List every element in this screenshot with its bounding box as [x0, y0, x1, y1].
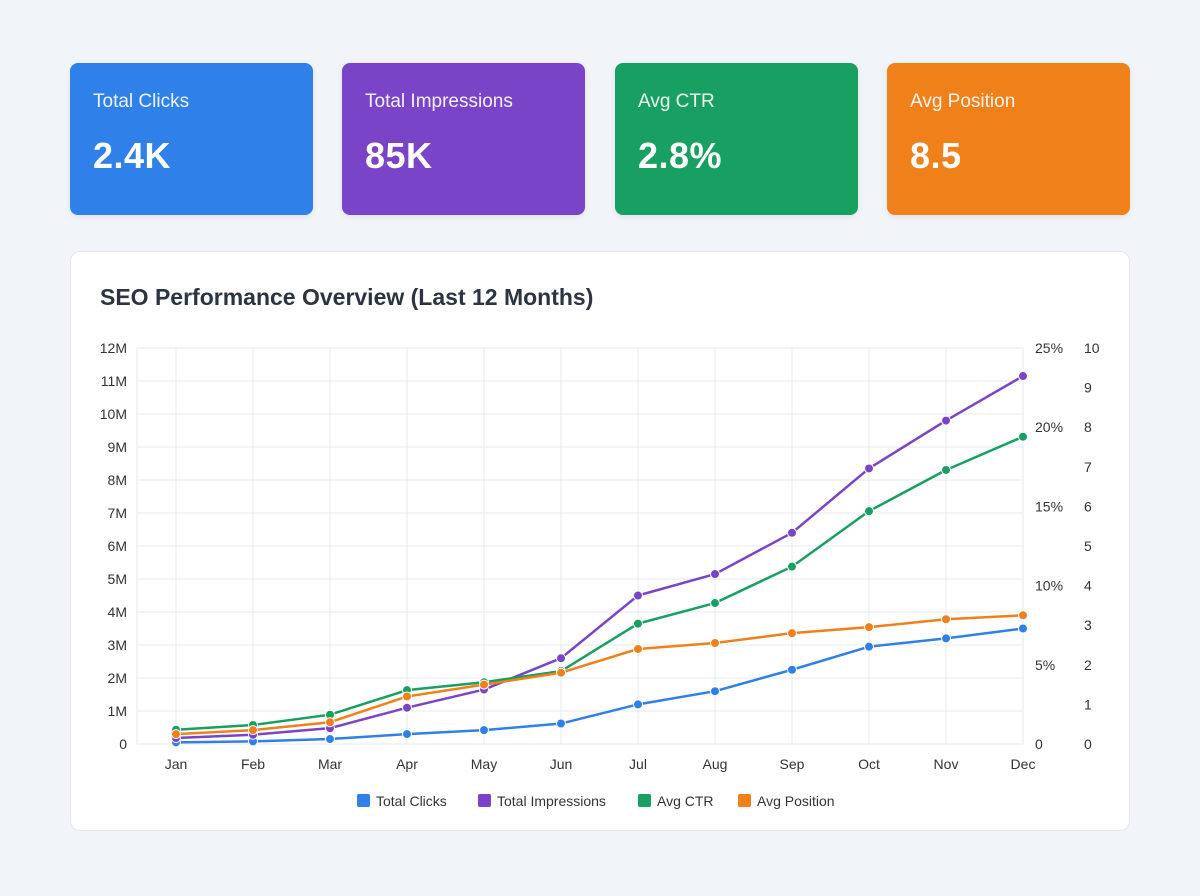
kpi-label: Avg Position: [910, 91, 1016, 112]
kpi-value: 2.8%: [638, 135, 723, 176]
kpi-label: Total Impressions: [365, 91, 513, 112]
chart-title: SEO Performance Overview (Last 12 Months…: [100, 284, 594, 310]
kpi-label: Avg CTR: [638, 91, 715, 112]
kpi-value: 8.5: [910, 135, 962, 176]
chart-card: SEO Performance Overview (Last 12 Months…: [70, 251, 1130, 831]
kpi-value: 85K: [365, 135, 433, 176]
kpi-card-total-impressions: Total Impressions 85K: [342, 63, 585, 215]
kpi-card-total-clicks: Total Clicks 2.4K: [70, 63, 313, 215]
kpi-card-avg-ctr: Avg CTR 2.8%: [615, 63, 858, 215]
kpi-card-avg-position: Avg Position 8.5: [887, 63, 1130, 215]
kpi-value: 2.4K: [93, 135, 172, 176]
kpi-label: Total Clicks: [93, 91, 190, 112]
